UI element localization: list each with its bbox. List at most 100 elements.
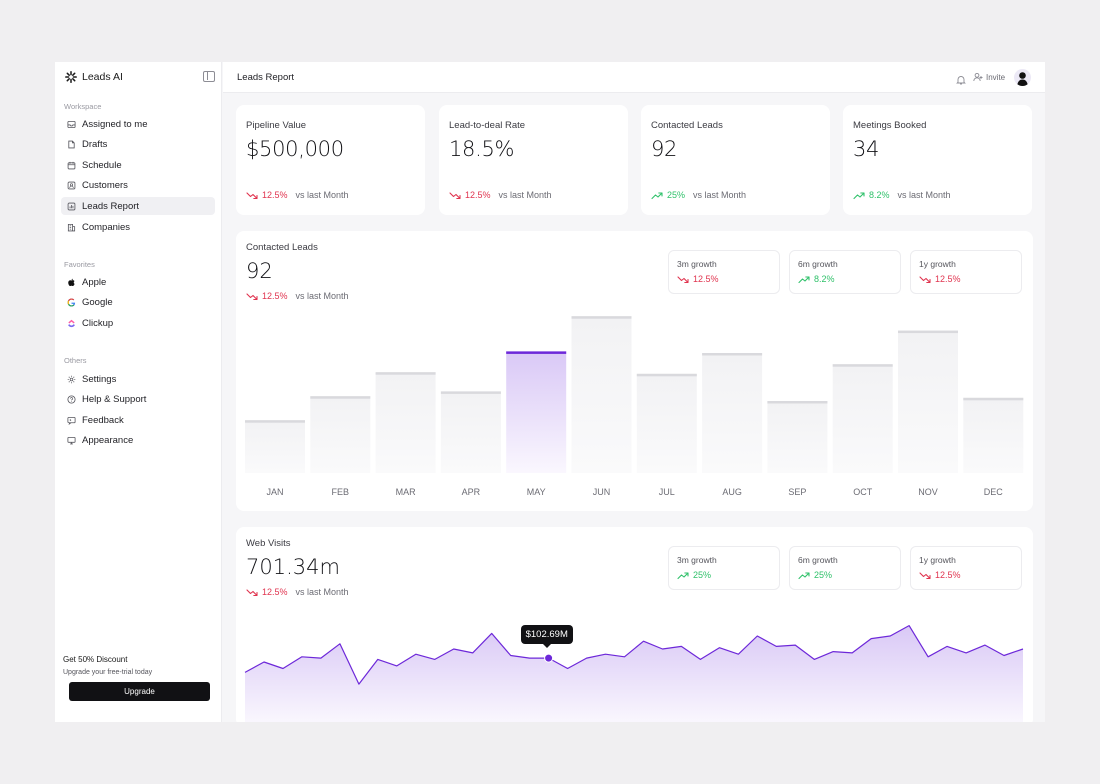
sidebar-item-appearance[interactable]: Appearance xyxy=(61,432,215,450)
highlight-point[interactable] xyxy=(544,653,554,663)
web-visits-panel: Web Visits 701.34m 12.5% vs last Month 3… xyxy=(236,527,1033,722)
sidebar-item-label: Schedule xyxy=(82,159,122,171)
bar-may[interactable] xyxy=(506,351,567,473)
help-icon xyxy=(67,395,76,404)
bar-cap-may xyxy=(506,351,567,354)
kpi-trend: 12.5% vs last Month xyxy=(246,190,349,200)
sidebar-item-label: Clickup xyxy=(82,317,114,329)
bar-cap-apr xyxy=(440,391,501,394)
growth-label: 3m growth xyxy=(677,555,717,565)
trend-compare: vs last Month xyxy=(295,587,349,597)
bar-cap-oct xyxy=(832,364,893,367)
panel-trend: 12.5% vs last Month xyxy=(246,291,349,301)
growth-label: 1y growth xyxy=(919,259,956,269)
gear-icon xyxy=(67,375,76,384)
bar-feb[interactable] xyxy=(310,396,371,473)
growth-change: 12.5% xyxy=(935,570,961,580)
growth-card-1y-growth[interactable]: 1y growth 12.5% xyxy=(910,546,1022,590)
month-label-sep: SEP xyxy=(788,487,806,497)
trend-up-icon xyxy=(853,191,865,199)
bar-oct[interactable] xyxy=(832,364,893,473)
trend-down-icon xyxy=(919,571,931,579)
trend-up-icon xyxy=(651,191,663,199)
sidebar-item-google[interactable]: Google xyxy=(61,294,215,312)
panel-label: Contacted Leads xyxy=(246,242,318,253)
growth-label: 3m growth xyxy=(677,259,717,269)
invite-button[interactable]: Invite xyxy=(973,72,1005,82)
brand[interactable]: Leads AI xyxy=(65,70,123,84)
kpi-label: Lead-to-deal Rate xyxy=(449,120,526,131)
trend-down-icon xyxy=(246,588,258,596)
growth-card-3m-growth[interactable]: 3m growth 25% xyxy=(668,546,780,590)
growth-change: 12.5% xyxy=(935,274,961,284)
month-label-jan: JAN xyxy=(266,487,283,497)
sidebar-item-feedback[interactable]: Feedback xyxy=(61,411,215,429)
month-label-mar: MAR xyxy=(396,487,417,497)
sidebar-item-companies[interactable]: Companies xyxy=(61,218,215,236)
panel-value: 701.34m xyxy=(246,555,340,579)
month-label-feb: FEB xyxy=(332,487,350,497)
trend-compare: vs last Month xyxy=(295,190,349,200)
sidebar-item-assigned-to-me[interactable]: Assigned to me xyxy=(61,115,215,133)
month-label-dec: DEC xyxy=(984,487,1004,497)
bell-icon[interactable] xyxy=(956,72,966,85)
trend-down-icon xyxy=(919,275,931,283)
kpi-card-lead-to-deal-rate[interactable]: Lead-to-deal Rate 18.5% 12.5% vs last Month xyxy=(439,105,628,215)
sidebar-item-schedule[interactable]: Schedule xyxy=(61,156,215,174)
bar-sep[interactable] xyxy=(767,401,828,473)
sidebar-item-clickup[interactable]: Clickup xyxy=(61,314,215,332)
bar-nov[interactable] xyxy=(898,330,958,473)
growth-trend: 12.5% xyxy=(919,570,961,580)
sidebar-item-apple[interactable]: Apple xyxy=(61,273,215,291)
bar-mar[interactable] xyxy=(375,372,436,473)
bar-cap-mar xyxy=(375,372,436,375)
trend-down-icon xyxy=(677,275,689,283)
upgrade-title: Get 50% Discount xyxy=(63,655,128,664)
growth-card-1y-growth[interactable]: 1y growth 12.5% xyxy=(910,250,1022,294)
sidebar-item-label: Google xyxy=(82,297,113,309)
top-bar: Leads Report Invite xyxy=(223,62,1045,93)
sidebar-item-label: Feedback xyxy=(82,414,124,426)
bar-aug[interactable] xyxy=(702,353,763,473)
sidebar-item-label: Appearance xyxy=(82,435,134,447)
kpi-label: Meetings Booked xyxy=(853,120,927,131)
sidebar-item-drafts[interactable]: Drafts xyxy=(61,136,215,154)
customers-icon xyxy=(67,181,76,190)
draft-icon xyxy=(67,140,76,149)
kpi-card-contacted-leads[interactable]: Contacted Leads 92 25% vs last Month xyxy=(641,105,830,215)
sidebar-item-customers[interactable]: Customers xyxy=(61,177,215,195)
growth-change: 12.5% xyxy=(693,274,719,284)
sidebar-item-help-support[interactable]: Help & Support xyxy=(61,391,215,409)
growth-card-6m-growth[interactable]: 6m growth 8.2% xyxy=(789,250,901,294)
panel-label: Web Visits xyxy=(246,538,291,549)
sidebar-item-leads-report[interactable]: Leads Report xyxy=(61,197,215,216)
trend-compare: vs last Month xyxy=(897,190,951,200)
upgrade-button[interactable]: Upgrade xyxy=(69,682,210,701)
growth-trend: 8.2% xyxy=(798,274,835,284)
growth-label: 1y growth xyxy=(919,555,956,565)
kpi-label: Contacted Leads xyxy=(651,120,723,131)
growth-card-3m-growth[interactable]: 3m growth 12.5% xyxy=(668,250,780,294)
month-label-jul: JUL xyxy=(659,487,675,497)
kpi-card-pipeline-value[interactable]: Pipeline Value $500,000 12.5% vs last Month xyxy=(236,105,425,215)
web-visits-area-chart xyxy=(244,625,1024,722)
bar-dec[interactable] xyxy=(963,397,1024,473)
sidebar-toggle-icon[interactable] xyxy=(203,71,215,82)
section-label-others: Others xyxy=(64,356,87,365)
bar-jul[interactable] xyxy=(636,373,697,473)
growth-card-6m-growth[interactable]: 6m growth 25% xyxy=(789,546,901,590)
bar-cap-jan xyxy=(245,420,305,423)
trend-change: 25% xyxy=(667,190,686,200)
avatar[interactable] xyxy=(1014,69,1031,86)
leads-ai-logo-icon xyxy=(65,71,77,83)
bar-jun[interactable] xyxy=(571,316,632,473)
bar-apr[interactable] xyxy=(440,391,501,473)
trend-change: 12.5% xyxy=(262,291,288,301)
kpi-card-meetings-booked[interactable]: Meetings Booked 34 8.2% vs last Month xyxy=(843,105,1032,215)
bar-cap-nov xyxy=(898,330,958,334)
bar-cap-feb xyxy=(310,396,371,399)
bar-cap-jul xyxy=(636,373,697,377)
sidebar-item-settings[interactable]: Settings xyxy=(61,370,215,388)
bar-jan[interactable] xyxy=(245,420,305,473)
growth-change: 25% xyxy=(814,570,833,580)
